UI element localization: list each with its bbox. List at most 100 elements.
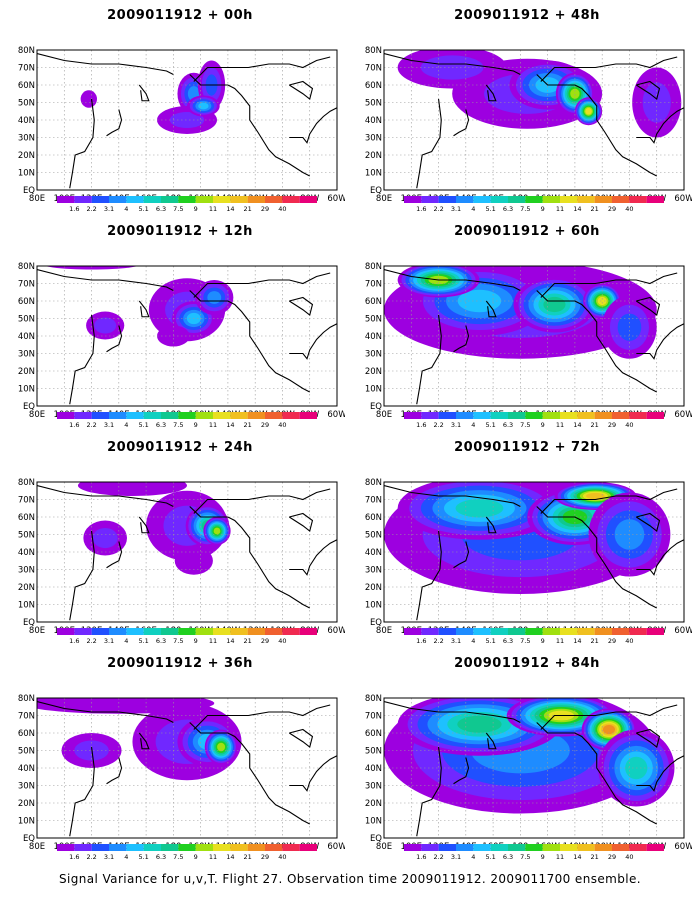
colorbar-swatch — [577, 412, 595, 419]
colorbar-swatch — [612, 412, 630, 419]
colorbar-label: 14 — [573, 637, 581, 643]
map-plot: 80N70N60N50N40N30N20N10NEQ80E100E120E140… — [365, 46, 692, 211]
colorbar-swatch — [560, 628, 578, 635]
colorbar-label: 3.1 — [451, 205, 461, 211]
colorbar-swatch — [91, 844, 109, 851]
colorbar-label: 6.3 — [156, 637, 166, 643]
variance-contour — [457, 715, 502, 733]
coastline — [485, 300, 497, 318]
lat-tick-label: 70N — [18, 496, 35, 506]
lat-tick-label: EQ — [23, 402, 35, 412]
colorbar-swatch — [612, 628, 630, 635]
lon-tick-label: 60W — [327, 194, 345, 204]
lon-tick-label: 80E — [376, 410, 392, 420]
lat-tick-label: 20N — [365, 799, 382, 809]
colorbar-swatch — [74, 196, 92, 203]
colorbar-swatch — [178, 196, 196, 203]
colorbar-label: 3.1 — [451, 637, 461, 643]
colorbar-swatch — [646, 196, 664, 203]
lat-tick-label: 80N — [365, 478, 382, 488]
lat-tick-label: 10N — [365, 601, 382, 611]
colorbar-swatch — [525, 844, 543, 851]
figure-caption: Signal Variance for u,v,T. Flight 27. Ob… — [59, 872, 641, 886]
colorbar-label: 14 — [226, 205, 234, 211]
colorbar-swatch — [195, 628, 213, 635]
colorbar-swatch — [542, 628, 560, 635]
colorbar-label: 3.1 — [104, 421, 114, 427]
lat-tick-label: 20N — [365, 583, 382, 593]
lat-tick-label: 80N — [18, 478, 35, 488]
colorbar-swatch — [577, 844, 595, 851]
colorbar-swatch — [299, 628, 317, 635]
colorbar-label: 11 — [209, 853, 217, 859]
colorbar-label: 14 — [226, 421, 234, 427]
colorbar-label: 11 — [556, 853, 564, 859]
colorbar-swatch — [525, 628, 543, 635]
lat-tick-label: 40N — [365, 332, 382, 342]
lat-tick-label: 60N — [365, 729, 382, 739]
colorbar-swatch — [577, 196, 595, 203]
colorbar-label: 6.3 — [503, 421, 513, 427]
coastline — [288, 296, 314, 316]
colorbar-swatch — [195, 412, 213, 419]
colorbar-label: 29 — [261, 637, 269, 643]
colorbar-swatch — [282, 628, 300, 635]
coastline — [453, 757, 470, 785]
colorbar-label: 1.6 — [69, 421, 79, 427]
lat-tick-label: EQ — [370, 618, 382, 628]
lat-tick-label: 10N — [365, 169, 382, 179]
chart-panel-p72: 2009011912 + 72h 80N 70N 60N 50N 40N 30N 20N 10N… — [362, 440, 692, 645]
colorbar-label: 5.1 — [485, 853, 495, 859]
colorbar-label: 14 — [573, 853, 581, 859]
colorbar-label: 40 — [278, 637, 286, 643]
colorbar-label: 9 — [541, 637, 545, 643]
colorbar-swatch — [247, 844, 265, 851]
coastline — [384, 484, 521, 507]
lat-tick-label: 40N — [18, 116, 35, 126]
colorbar-label: 21 — [244, 853, 252, 859]
coastline — [289, 107, 337, 144]
variance-contour — [37, 698, 215, 714]
colorbar-label: 5.1 — [138, 205, 148, 211]
colorbar-label: 2.2 — [86, 205, 96, 211]
colorbar-swatch — [161, 412, 179, 419]
colorbar-label: 2.2 — [433, 853, 443, 859]
colorbar-swatch — [161, 844, 179, 851]
colorbar-swatch — [473, 196, 491, 203]
variance-contour — [174, 546, 213, 575]
lon-tick-label: 80E — [29, 842, 45, 852]
lat-tick-label: 50N — [365, 315, 382, 325]
colorbar-swatch — [421, 412, 439, 419]
variance-contour — [92, 527, 118, 549]
coastline — [485, 84, 497, 102]
colorbar-swatch — [143, 412, 161, 419]
variance-contour — [198, 102, 209, 110]
lon-tick-label: 60W — [327, 626, 345, 636]
panel-title: 2009011912 + 48h — [454, 8, 600, 23]
colorbar-label: 7.5 — [173, 421, 183, 427]
coastline — [37, 700, 174, 723]
lat-tick-label: 40N — [365, 764, 382, 774]
coastline — [289, 539, 337, 576]
lat-tick-label: EQ — [23, 834, 35, 844]
colorbar-swatch — [74, 412, 92, 419]
colorbar-swatch — [456, 196, 474, 203]
colorbar-swatch — [421, 196, 439, 203]
lat-tick-label: 70N — [18, 280, 35, 290]
map-plot: 80N70N60N50N40N30N20N10NEQ80E100E120E140… — [18, 46, 345, 211]
coastline — [193, 488, 331, 514]
lon-tick-label: 80E — [29, 194, 45, 204]
colorbar-swatch — [473, 844, 491, 851]
colorbar-swatch — [612, 196, 630, 203]
colorbar-label: 11 — [556, 421, 564, 427]
colorbar-swatch — [299, 844, 317, 851]
lat-tick-label: 70N — [365, 64, 382, 74]
coastline — [536, 506, 657, 609]
coastline — [138, 84, 150, 102]
variance-contour — [455, 499, 504, 518]
colorbar-label: 11 — [209, 421, 217, 427]
colorbar-label: 6.3 — [156, 421, 166, 427]
colorbar-label: 4 — [471, 421, 475, 427]
colorbar-label: 2.2 — [86, 637, 96, 643]
panel-title: 2009011912 + 12h — [107, 224, 253, 239]
